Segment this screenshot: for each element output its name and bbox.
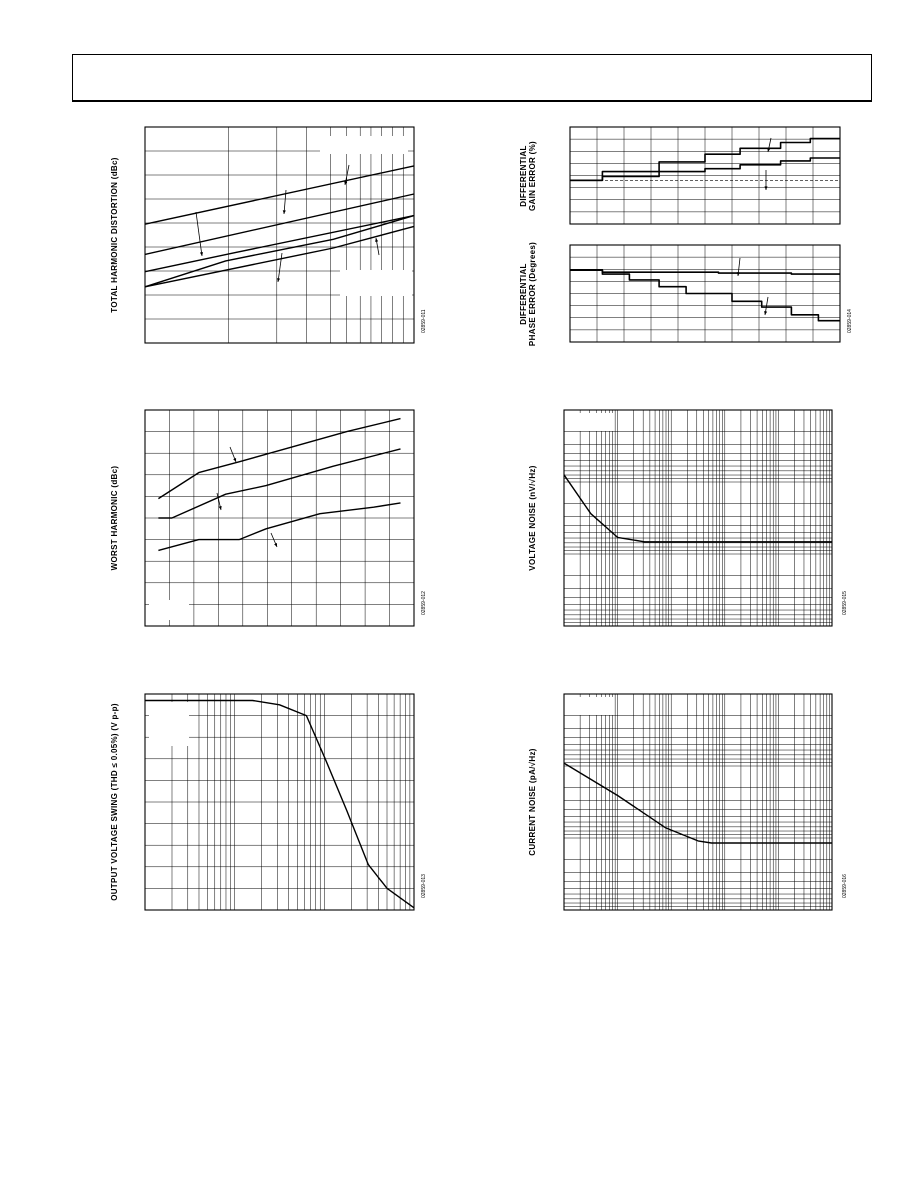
chart-current-noise: CURRENT NOISE (pA/√Hz) 02859-016 bbox=[528, 693, 848, 911]
series-line-4 bbox=[144, 225, 415, 288]
pointer-arrow bbox=[283, 189, 287, 215]
legend-area bbox=[320, 136, 408, 154]
series-line-3 bbox=[158, 502, 401, 552]
y-axis-label: WORST HARMONIC (dBc) bbox=[110, 466, 119, 571]
pointer-arrowhead bbox=[274, 543, 277, 547]
gridlines bbox=[570, 127, 840, 224]
legend-area bbox=[149, 600, 189, 620]
pointer-arrow bbox=[195, 211, 203, 257]
series-line-1 bbox=[145, 699, 415, 909]
page-header-box bbox=[72, 54, 872, 102]
series-line-1 bbox=[570, 269, 840, 322]
pointer-arrowhead bbox=[767, 148, 771, 152]
pointer-arrowhead bbox=[344, 181, 348, 185]
chart-worst-harmonic: WORST HARMONIC (dBc) 02859-012 bbox=[110, 409, 427, 627]
pointer-arrowhead bbox=[218, 506, 222, 510]
legend-area bbox=[340, 270, 412, 296]
pointer-arrowhead bbox=[736, 272, 740, 276]
y-axis-label: CURRENT NOISE (pA/√Hz) bbox=[528, 748, 537, 855]
gridlines bbox=[145, 410, 414, 626]
pointer-arrowhead bbox=[375, 238, 379, 242]
chart-diff-phase: DIFFERENTIALPHASE ERROR (Degrees) 02859-0… bbox=[519, 242, 853, 346]
chart-output-swing: OUTPUT VOLTAGE SWING (THD ≤ 0.05%) (V p-… bbox=[110, 693, 427, 911]
pointer-arrowhead bbox=[764, 311, 768, 315]
chart-thd: TOTAL HARMONIC DISTORTION (dBc) 02859-011 bbox=[110, 126, 427, 344]
chart-diff-gain: DIFFERENTIALGAIN ERROR (%) bbox=[519, 126, 841, 225]
series-line-2 bbox=[570, 157, 840, 182]
series-line-1 bbox=[563, 762, 832, 844]
series-line-1 bbox=[144, 165, 415, 225]
series-line-1 bbox=[158, 417, 401, 500]
y-axis-label: TOTAL HARMONIC DISTORTION (dBc) bbox=[110, 157, 119, 312]
chart-voltage-noise: VOLTAGE NOISE (nV/√Hz) 02859-015 bbox=[528, 409, 848, 627]
figure-id: 02859-012 bbox=[421, 591, 427, 615]
y-axis-label: DIFFERENTIALPHASE ERROR (Degrees) bbox=[519, 242, 537, 346]
figure-id: 02859-013 bbox=[421, 874, 427, 898]
plot-frame bbox=[563, 693, 833, 911]
gridlines bbox=[145, 127, 414, 343]
series-line-2 bbox=[570, 269, 840, 275]
y-axis-label: DIFFERENTIALGAIN ERROR (%) bbox=[519, 141, 537, 211]
legend-area bbox=[568, 697, 614, 715]
legend-area bbox=[149, 702, 189, 746]
y-axis-label: OUTPUT VOLTAGE SWING (THD ≤ 0.05%) (V p-… bbox=[110, 703, 119, 901]
series-line-3 bbox=[144, 214, 415, 273]
gridlines bbox=[564, 410, 832, 626]
figure-id: 02859-015 bbox=[842, 591, 848, 615]
figure-id: 02859-011 bbox=[421, 309, 427, 333]
series-line-2 bbox=[144, 193, 415, 256]
y-axis-label: VOLTAGE NOISE (nV/√Hz) bbox=[528, 465, 537, 570]
plot-frame bbox=[563, 409, 833, 627]
series-line-2 bbox=[158, 448, 401, 519]
gridlines bbox=[145, 694, 414, 910]
figure-id: 02859-014 bbox=[847, 309, 853, 333]
pointer-arrowhead bbox=[764, 186, 768, 190]
pointer-arrowhead bbox=[276, 278, 281, 282]
pointer-arrowhead bbox=[199, 252, 204, 256]
pointer-arrowhead bbox=[282, 210, 286, 214]
series-line-1 bbox=[570, 137, 840, 182]
pointer-arrowhead bbox=[233, 458, 237, 462]
pointer-arrow bbox=[277, 252, 283, 283]
gridlines bbox=[564, 694, 832, 910]
series-line-5 bbox=[144, 214, 415, 288]
legend-area bbox=[568, 413, 614, 431]
series-line-1 bbox=[563, 474, 832, 543]
plot-frame bbox=[144, 126, 415, 344]
figure-id: 02859-016 bbox=[842, 874, 848, 898]
